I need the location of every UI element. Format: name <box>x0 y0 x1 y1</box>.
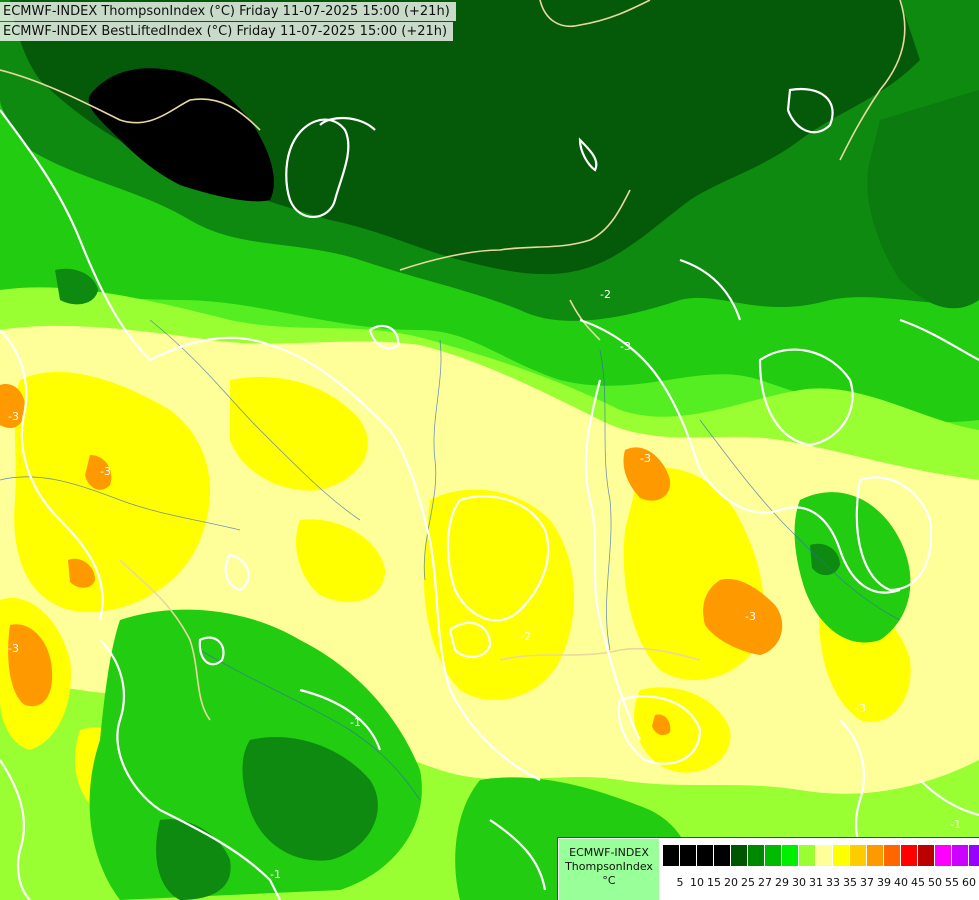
legend-swatch <box>748 845 765 866</box>
legend-swatch <box>782 845 799 866</box>
contour-label: -3 <box>100 465 111 478</box>
legend-tick-label: 10 <box>690 876 704 889</box>
legend-swatch <box>935 845 952 866</box>
darkgreen-west-patch <box>55 268 98 305</box>
legend-title-line2: ThompsonIndex <box>565 860 653 873</box>
legend-tick-label: 60 <box>962 876 976 889</box>
legend-tick-label: 39 <box>877 876 891 889</box>
legend-tick-label: 37 <box>860 876 874 889</box>
legend-tick-label: 30 <box>792 876 806 889</box>
legend-tick-label: 55 <box>945 876 959 889</box>
darkgreen-east-patch <box>810 543 840 576</box>
legend-tick-label: 5 <box>676 876 684 889</box>
legend-swatch <box>680 845 697 866</box>
darkgreen-south-2 <box>156 819 231 900</box>
legend-swatch <box>714 845 731 866</box>
color-legend: ECMWF-INDEX ThompsonIndex °C 5 10 15 20 25 27… <box>557 837 979 900</box>
legend-swatch <box>663 845 680 866</box>
legend-swatch <box>850 845 867 866</box>
legend-unit: °C <box>602 874 616 887</box>
darkest-green-north <box>10 0 920 275</box>
rivers <box>0 319 901 801</box>
legend-tick-label: 50 <box>928 876 942 889</box>
legend-swatch <box>918 845 935 866</box>
legend-tick-label: 35 <box>843 876 857 889</box>
legend-tick-label: 20 <box>724 876 738 889</box>
contour-label: -2 <box>600 288 611 301</box>
legend-swatch <box>731 845 748 866</box>
map-title-bestlifted: ECMWF-INDEX BestLiftedIndex (°C) Friday … <box>0 22 454 41</box>
map-title-thompson: ECMWF-INDEX ThompsonIndex (°C) Friday 11… <box>0 2 456 21</box>
contour-lines <box>0 87 979 900</box>
contour-label: -3 <box>640 452 651 465</box>
contour-label: -3 <box>8 410 19 423</box>
legend-title-line1: ECMWF-INDEX <box>569 846 649 859</box>
black-region <box>88 68 274 202</box>
legend-tick-label: 33 <box>826 876 840 889</box>
country-borders <box>0 0 906 721</box>
contour-label: -2 <box>520 630 531 643</box>
legend-swatch <box>901 845 918 866</box>
contour-label: -3 <box>8 642 19 655</box>
legend-swatch <box>816 845 833 866</box>
legend-tick-label: 27 <box>758 876 772 889</box>
legend-tick-label: 29 <box>775 876 789 889</box>
legend-swatches <box>663 845 979 866</box>
contour-labels: -3 -3 -3 -2 -2 -3 -3 -1 -3 -3 -1 -1 <box>8 288 961 881</box>
dark-green-east <box>867 90 979 309</box>
contour-label: -1 <box>270 868 281 881</box>
legend-swatch <box>884 845 901 866</box>
contour-label: -3 <box>745 610 756 623</box>
contour-label: -3 <box>620 340 631 353</box>
contour-label: -1 <box>350 716 361 729</box>
legend-swatch <box>969 845 979 866</box>
legend-swatch <box>697 845 714 866</box>
contour-label: -1 <box>950 818 961 831</box>
legend-swatch <box>833 845 850 866</box>
legend-swatch <box>867 845 884 866</box>
legend-tick-label: 15 <box>707 876 721 889</box>
legend-tick-label: 31 <box>809 876 823 889</box>
legend-tick-label: 25 <box>741 876 755 889</box>
contour-label: -3 <box>855 702 866 715</box>
legend-tick-label: 45 <box>911 876 925 889</box>
orange-patches <box>0 384 783 736</box>
legend-swatch <box>799 845 816 866</box>
legend-title: ECMWF-INDEX ThompsonIndex °C <box>559 839 659 900</box>
green-east <box>794 492 911 643</box>
legend-swatch <box>765 845 782 866</box>
legend-tick-label: 40 <box>894 876 908 889</box>
legend-swatch <box>952 845 969 866</box>
darkgreen-south <box>242 736 378 861</box>
